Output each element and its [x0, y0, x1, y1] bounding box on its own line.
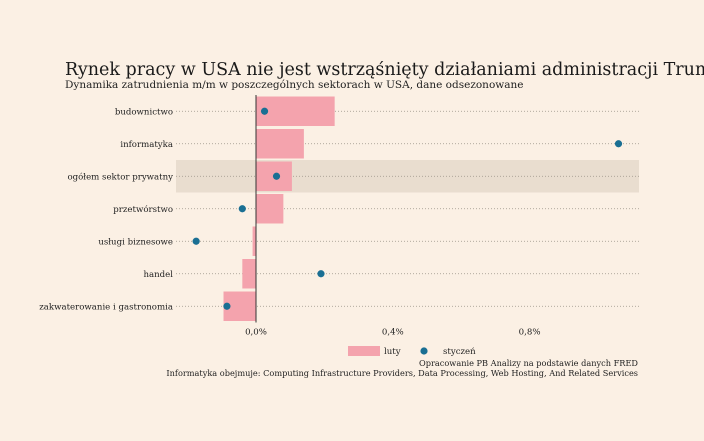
bar-luty — [242, 259, 256, 289]
point-styczen — [192, 237, 200, 245]
category-footnote: Informatyka obejmuje: Computing Infrastr… — [166, 368, 638, 378]
category-label: handel — [143, 270, 173, 280]
category-label: budownictwo — [115, 107, 173, 117]
bar-luty — [252, 226, 256, 256]
point-styczen — [272, 172, 281, 180]
x-tick-label: 0,0% — [245, 328, 267, 338]
legend-label-styczen: styczeń — [443, 346, 476, 357]
legend-swatch-luty — [348, 346, 380, 356]
x-tick-label: 0,8% — [519, 328, 541, 338]
point-styczen — [260, 107, 269, 115]
chart-title: Rynek pracy w USA nie jest wstrząśnięty … — [65, 60, 704, 80]
source-note: Opracowanie PB Analizy na podstawie dany… — [419, 358, 638, 368]
point-styczen — [223, 302, 231, 310]
point-styczen — [238, 205, 246, 213]
bar-luty — [256, 194, 284, 224]
category-label: przetwórstwo — [113, 204, 173, 215]
legend-swatch-styczen — [420, 347, 428, 355]
chart-subtitle: Dynamika zatrudnienia m/m w poszczególny… — [65, 79, 524, 91]
point-styczen — [614, 140, 623, 148]
legend-label-luty: luty — [384, 347, 401, 357]
bar-luty — [256, 96, 335, 126]
x-tick-label: 0,4% — [382, 328, 404, 338]
category-label: informatyka — [120, 140, 173, 150]
category-label: usługi biznesowe — [98, 237, 173, 247]
category-label: ogółem sektor prywatny — [67, 171, 173, 182]
bar-luty — [256, 129, 304, 159]
point-styczen — [317, 270, 325, 278]
category-label: zakwaterowanie i gastronomia — [39, 302, 173, 312]
